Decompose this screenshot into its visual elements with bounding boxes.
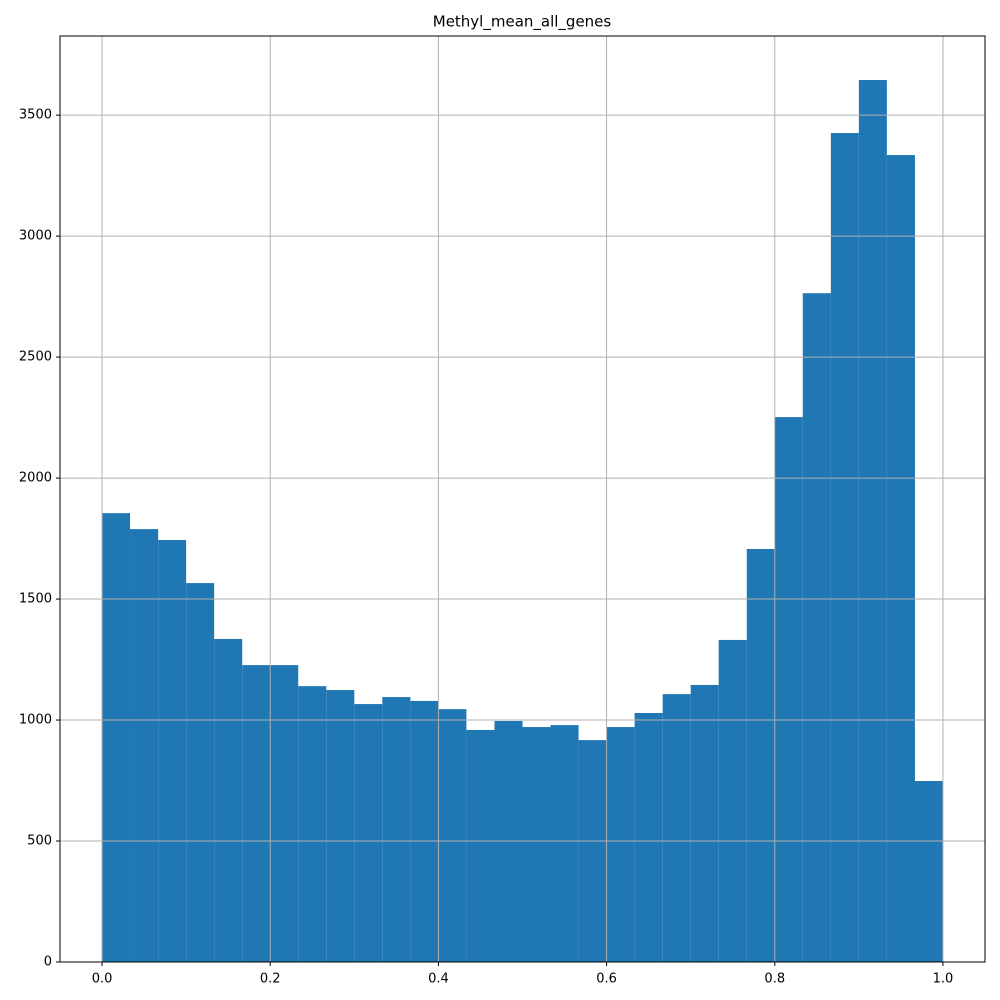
x-tick-label: 0.0 [92,972,113,987]
bar [718,639,747,962]
bar [382,697,411,962]
bar [242,665,271,962]
bar [522,727,551,962]
x-tick-label: 0.8 [764,972,785,987]
y-tick-label: 3500 [19,108,52,123]
bar [886,155,915,963]
bar [774,417,803,962]
bar [578,740,607,962]
x-tick-label: 0.2 [260,972,281,987]
bar [438,709,467,962]
bar [690,684,719,962]
bar [746,548,775,962]
bar [410,700,439,962]
y-tick-label: 1500 [19,592,52,607]
bar [662,694,691,962]
bar [634,713,663,962]
bar [102,513,131,962]
bar [326,690,355,962]
y-tick-label: 2500 [19,350,52,365]
bar [158,540,187,962]
chart-title: Methyl_mean_all_genes [433,13,612,32]
bar [130,529,159,962]
bar [802,293,831,963]
bar [858,80,887,963]
bar [298,686,327,962]
bar [550,725,579,962]
bar [830,133,859,962]
y-tick-label: 2000 [19,471,52,486]
x-tick-label: 1.0 [933,972,954,987]
x-tick-label: 0.6 [596,972,617,987]
bar [606,727,635,962]
bar [466,729,495,962]
bar [186,583,215,962]
bar [214,638,243,962]
bar [914,781,943,962]
y-tick-label: 0 [44,955,52,970]
y-tick-label: 500 [27,834,52,849]
y-tick-label: 3000 [19,229,52,244]
y-tick-label: 1000 [19,713,52,728]
bar [270,665,299,962]
bar [354,704,383,962]
x-tick-label: 0.4 [428,972,449,987]
plot-frame [59,35,986,963]
